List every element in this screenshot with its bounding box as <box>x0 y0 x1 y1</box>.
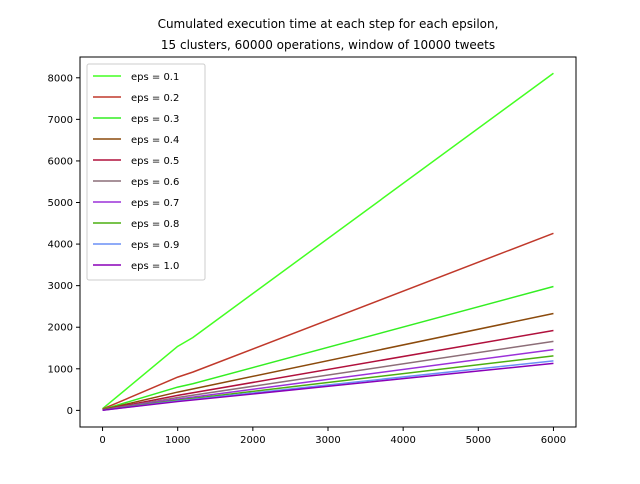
legend-label-1: eps = 0.1 <box>131 72 179 83</box>
legend-label-2: eps = 0.2 <box>131 93 179 104</box>
legend-label-3: eps = 0.3 <box>131 114 179 125</box>
y-tick-label-1: 1000 <box>48 364 73 375</box>
x-axis: 0 1000 2000 3000 4000 5000 6000 <box>99 427 566 446</box>
chart-title-line-2: 15 clusters, 60000 operations, window of… <box>161 38 495 52</box>
y-tick-label-4: 4000 <box>48 240 73 251</box>
y-tick-label-7: 7000 <box>48 115 73 126</box>
y-tick-label-5: 5000 <box>48 198 73 209</box>
legend-label-5: eps = 0.5 <box>131 156 179 167</box>
series-line-2 <box>102 232 554 410</box>
legend-label-7: eps = 0.7 <box>131 198 179 209</box>
series-line-4 <box>102 312 554 411</box>
x-tick-label-4: 4000 <box>390 435 415 446</box>
y-tick-label-8: 8000 <box>48 73 73 84</box>
series-lines <box>102 72 554 411</box>
x-tick-label-2: 2000 <box>240 435 265 446</box>
y-axis: 0 1000 2000 3000 4000 5000 6000 7000 8000 <box>48 73 80 417</box>
legend-label-10: eps = 1.0 <box>131 261 179 272</box>
chart-title-line-1: Cumulated execution time at each step fo… <box>158 17 499 31</box>
legend: eps = 0.1 eps = 0.2 eps = 0.3 eps = 0.4 eps … <box>86 63 206 281</box>
x-tick-label-3: 3000 <box>315 435 340 446</box>
chart-title: Cumulated execution time at each step fo… <box>158 17 499 52</box>
x-tick-label-1: 1000 <box>165 435 190 446</box>
legend-label-8: eps = 0.8 <box>131 219 179 230</box>
y-tick-label-3: 3000 <box>48 281 73 292</box>
series-line-10 <box>102 362 554 411</box>
legend-label-4: eps = 0.4 <box>131 135 179 146</box>
y-tick-label-0: 0 <box>67 406 73 417</box>
y-tick-label-2: 2000 <box>48 323 73 334</box>
legend-label-6: eps = 0.6 <box>131 177 179 188</box>
series-line-1 <box>102 72 554 410</box>
x-tick-label-5: 5000 <box>466 435 491 446</box>
legend-label-9: eps = 0.9 <box>131 240 179 251</box>
x-tick-label-6: 6000 <box>541 435 566 446</box>
y-tick-label-6: 6000 <box>48 156 73 167</box>
series-line-3 <box>102 285 554 411</box>
x-tick-label-0: 0 <box>99 435 105 446</box>
